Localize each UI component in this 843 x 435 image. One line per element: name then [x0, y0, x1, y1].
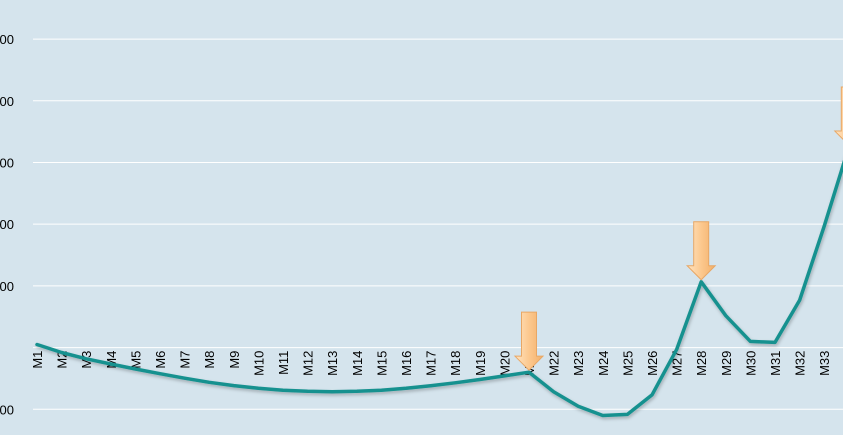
down-arrow-marker: [685, 221, 717, 281]
x-category-label: M9: [227, 351, 242, 369]
x-category-label: M17: [424, 351, 439, 376]
series-layer: [35, 159, 843, 418]
gridlines: [33, 38, 843, 410]
x-category-label: M33: [817, 351, 832, 376]
x-category-label: M10: [251, 351, 266, 376]
y-tick-label: 00: [0, 279, 14, 294]
x-category-label: M19: [473, 351, 488, 376]
x-category-label: M1: [30, 351, 45, 369]
x-category-label: M22: [547, 351, 562, 376]
y-tick-label: 00: [0, 32, 14, 47]
x-category-label: M28: [694, 351, 709, 376]
x-category-label: M34: [842, 351, 843, 376]
annotation-arrows: [513, 86, 843, 371]
x-category-label: M24: [596, 351, 611, 376]
x-category-label: M5: [128, 351, 143, 369]
x-category-label: M31: [768, 351, 783, 376]
x-category-label: M6: [153, 351, 168, 369]
x-category-label: M14: [350, 351, 365, 376]
x-axis-categories: M1 M2 M3 M4 M5 M6 M7 M8 M9 M10 M11 M12 M13 M14 M15 M16 M…: [30, 351, 843, 376]
x-category-label: M30: [743, 351, 758, 376]
x-category-label: M13: [325, 351, 340, 376]
x-category-label: M11: [276, 351, 291, 375]
y-tick-label: 00: [0, 217, 14, 232]
x-category-label: M27: [670, 351, 685, 376]
x-category-label: M8: [202, 351, 217, 369]
x-category-label: M20: [497, 351, 512, 376]
x-category-label: M16: [399, 351, 414, 376]
x-category-label: M32: [793, 351, 808, 376]
y-tick-label: 00: [0, 155, 14, 170]
x-category-label: M26: [645, 351, 660, 376]
x-category-label: M18: [448, 351, 463, 376]
x-category-label: M12: [301, 351, 316, 376]
y-tick-label: -00: [0, 402, 14, 417]
down-arrow-marker: [513, 311, 545, 371]
x-category-label: M7: [178, 351, 193, 369]
y-tick-label: 00: [0, 94, 14, 109]
series-line: [35, 159, 843, 418]
x-category-label: M15: [374, 351, 389, 376]
y-axis-ticks: -00 00 00 00 00 00: [0, 32, 14, 417]
x-category-label: M23: [571, 351, 586, 376]
x-category-label: M25: [620, 351, 635, 376]
x-category-label: M29: [719, 351, 734, 376]
down-arrow-marker: [833, 86, 843, 140]
